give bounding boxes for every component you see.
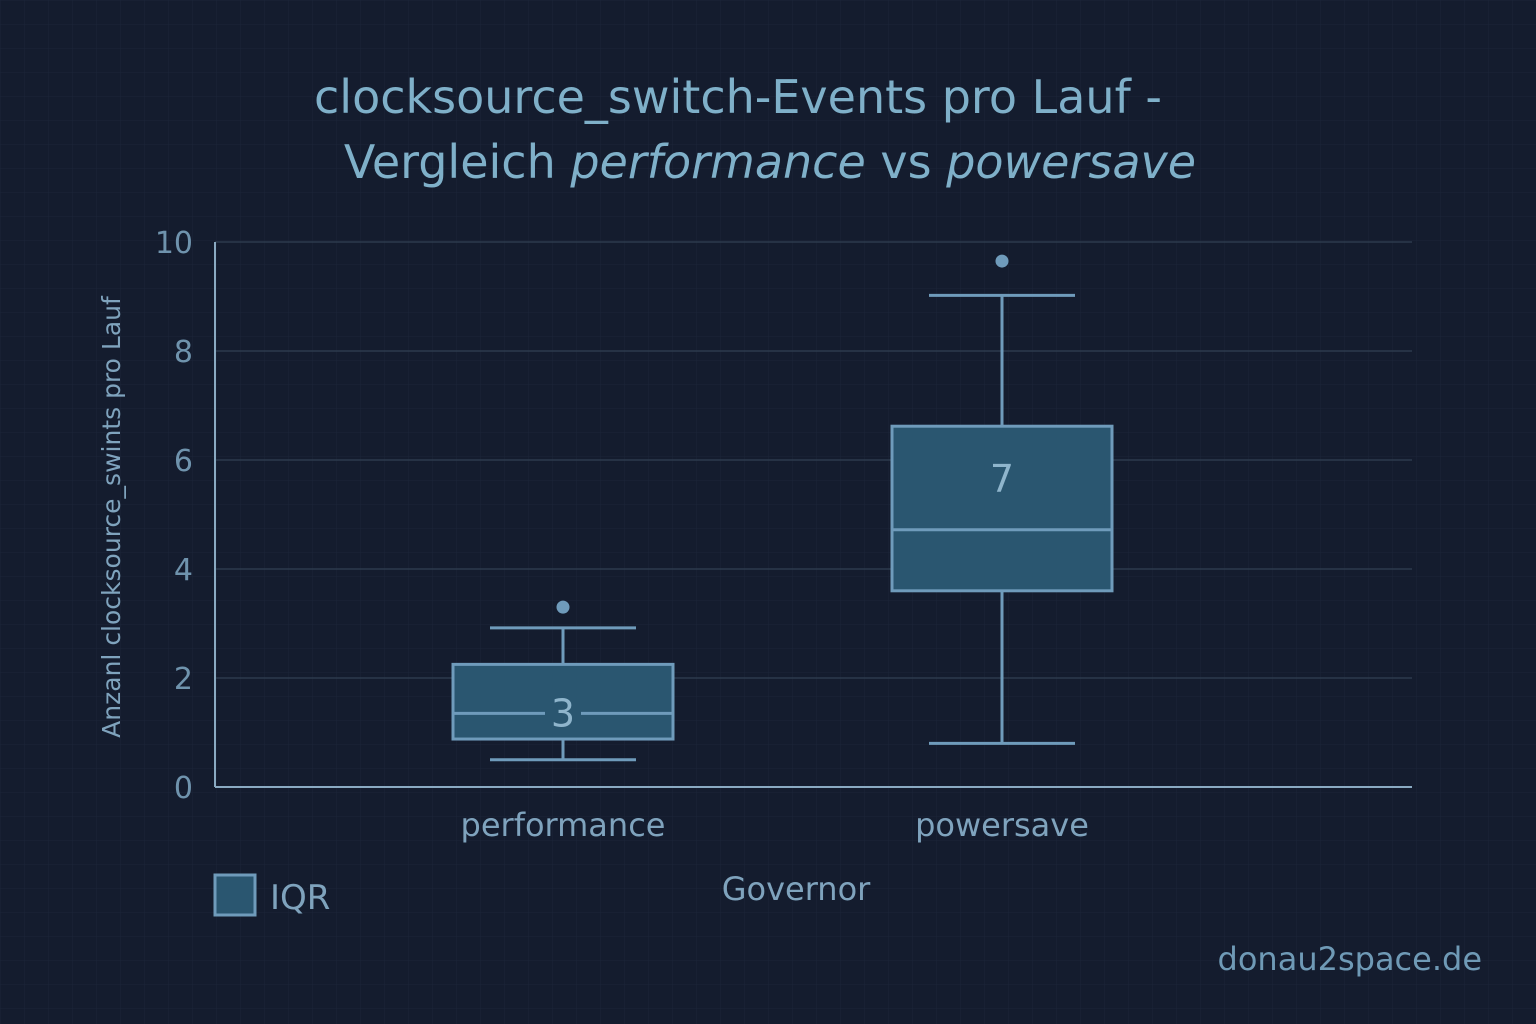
iqr-box-powersave xyxy=(890,424,1114,593)
box-value-label-powersave: 7 xyxy=(990,457,1014,501)
legend-swatch xyxy=(213,873,257,917)
y-tick-label-8: 8 xyxy=(174,335,193,370)
box-value-label-performance: 3 xyxy=(551,691,575,735)
y-axis-ticks: 0 2 4 6 8 10 xyxy=(155,226,193,806)
box-value-label-bg-performance xyxy=(545,697,581,728)
y-tick-label-4: 4 xyxy=(174,553,193,588)
chart-title-line-2: Vergleich performance vs powersave xyxy=(344,135,1196,189)
box-series: 37 xyxy=(451,254,1114,762)
y-axis-title: Anzanl clocksource_swints pro Lauf xyxy=(97,295,126,738)
title-powersave: powersave xyxy=(945,135,1196,189)
title-performance: performance xyxy=(569,135,865,189)
legend-label: IQR xyxy=(270,878,330,918)
box-powersave: 7 xyxy=(890,254,1114,745)
chart-title-line-1: clocksource_switch-Events pro Lauf - xyxy=(314,70,1162,124)
legend: IQR xyxy=(213,873,330,918)
x-category-label-powersave: powersave xyxy=(915,806,1089,844)
title-vs: vs xyxy=(866,135,946,189)
box-performance: 3 xyxy=(451,600,675,762)
y-tick-label-2: 2 xyxy=(174,662,193,697)
outlier-point-powersave-0 xyxy=(995,254,1009,268)
x-axis-title: Governor xyxy=(722,870,871,908)
axes xyxy=(214,242,1412,788)
horizontal-gridlines xyxy=(215,241,1412,679)
title-prefix: Vergleich xyxy=(344,135,570,189)
y-tick-label-6: 6 xyxy=(174,444,193,479)
x-axis-categories: performance powersave xyxy=(461,806,1089,844)
y-tick-label-0: 0 xyxy=(174,771,193,806)
watermark-text: donau2space.de xyxy=(1218,940,1482,978)
y-tick-label-10: 10 xyxy=(155,226,193,261)
x-category-label-performance: performance xyxy=(461,806,666,844)
outlier-point-performance-0 xyxy=(556,600,570,614)
